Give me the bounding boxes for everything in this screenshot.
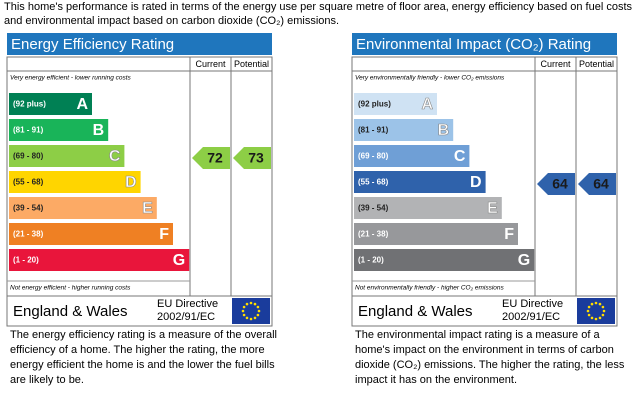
eu-star (590, 316, 594, 320)
panel-title: Environmental Impact (CO₂) Rating (356, 36, 591, 53)
directive-line: 2002/91/EC (502, 311, 560, 323)
eu-star (598, 316, 602, 320)
bottom-note: Not environmentally friendly - higher CO… (355, 285, 505, 292)
rating-value: 72 (207, 150, 223, 166)
bottom-note: Not energy efficient - higher running co… (10, 285, 131, 292)
eu-star (242, 305, 246, 309)
column-header: Potential (579, 59, 614, 69)
rating-band (354, 223, 518, 245)
directive-line: 2002/91/EC (157, 311, 215, 323)
eu-star (586, 309, 590, 313)
band-letter: C (454, 148, 466, 165)
rating-pointer (537, 173, 575, 195)
directive-line: EU Directive (157, 298, 218, 310)
band-range: (81 - 91) (13, 126, 44, 135)
rating-band (354, 119, 454, 141)
band-letter: E (142, 200, 153, 217)
eu-star (601, 313, 605, 317)
band-range: (81 - 91) (358, 126, 389, 135)
band-letter: F (504, 226, 514, 243)
band-range: (21 - 38) (13, 230, 44, 239)
column-header: Potential (234, 59, 269, 69)
eu-star (241, 309, 245, 313)
band-letter: D (125, 174, 137, 191)
eu-star (587, 313, 591, 317)
eu-star (601, 305, 605, 309)
band-letter: D (470, 174, 482, 191)
top-note: Very environmentally friendly - lower CO… (355, 75, 505, 82)
intro: This home's performance is rated in term… (4, 1, 632, 27)
title-bar (7, 33, 272, 55)
eu-star (587, 305, 591, 309)
eu-star (257, 309, 261, 313)
band-range: (55 - 68) (358, 178, 389, 187)
band-range: (39 - 54) (358, 204, 389, 213)
eu-star (245, 302, 249, 306)
region: England & Wales (358, 303, 473, 320)
rating-pointer (578, 173, 616, 195)
band-range: (1 - 20) (358, 256, 384, 265)
eu-star (256, 313, 260, 317)
rating-value: 64 (552, 176, 568, 192)
directive-line: EU Directive (502, 298, 563, 310)
column-header: Current (540, 59, 571, 69)
rating-band (9, 119, 109, 141)
eu-star (594, 301, 598, 305)
region: England & Wales (13, 303, 128, 320)
rating-value: 73 (248, 150, 264, 166)
band-letter: F (159, 226, 169, 243)
eu-star (253, 316, 257, 320)
footer-frame (6, 295, 273, 327)
rating-band (9, 145, 125, 167)
rating-pointer (192, 147, 230, 169)
eu-star (245, 316, 249, 320)
band-letter: A (76, 96, 88, 113)
band-range: (55 - 68) (13, 178, 44, 187)
rating-band (354, 171, 486, 193)
band-range: (39 - 54) (13, 204, 44, 213)
band-range: (92 plus) (358, 100, 391, 109)
eu-star (242, 313, 246, 317)
description: The energy efficiency rating is a measur… (10, 329, 277, 386)
rating-band (354, 249, 535, 271)
band-letter: B (438, 122, 450, 139)
band-range: (69 - 80) (358, 152, 389, 161)
top-note: Very energy efficient - lower running co… (10, 75, 132, 82)
description: The environmental impact rating is a mea… (355, 329, 625, 386)
eu-star (594, 317, 598, 321)
eu-star (249, 317, 253, 321)
rating-band (354, 145, 470, 167)
rating-band (9, 249, 190, 271)
band-range: (21 - 38) (358, 230, 389, 239)
rating-band (9, 171, 141, 193)
band-letter: E (487, 200, 498, 217)
band-letter: B (93, 122, 105, 139)
band-range: (1 - 20) (13, 256, 39, 265)
rating-band (9, 197, 157, 219)
eu-star (253, 302, 257, 306)
rating-band (354, 197, 502, 219)
column-header: Current (195, 59, 226, 69)
eu-star (256, 305, 260, 309)
eu-star (598, 302, 602, 306)
rating-band (9, 223, 173, 245)
eu-star (590, 302, 594, 306)
footer-frame (351, 295, 618, 327)
band-letter: C (109, 148, 121, 165)
eu-star (249, 301, 253, 305)
band-range: (92 plus) (13, 100, 46, 109)
rating-band (354, 93, 437, 115)
title-bar (352, 33, 617, 55)
eu-star (602, 309, 606, 313)
band-letter: G (518, 252, 530, 269)
band-range: (69 - 80) (13, 152, 44, 161)
panel-title: Energy Efficiency Rating (11, 36, 174, 53)
rating-value: 64 (593, 176, 609, 192)
rating-band (9, 93, 92, 115)
band-letter: A (421, 96, 433, 113)
rating-pointer (233, 147, 271, 169)
band-letter: G (173, 252, 185, 269)
